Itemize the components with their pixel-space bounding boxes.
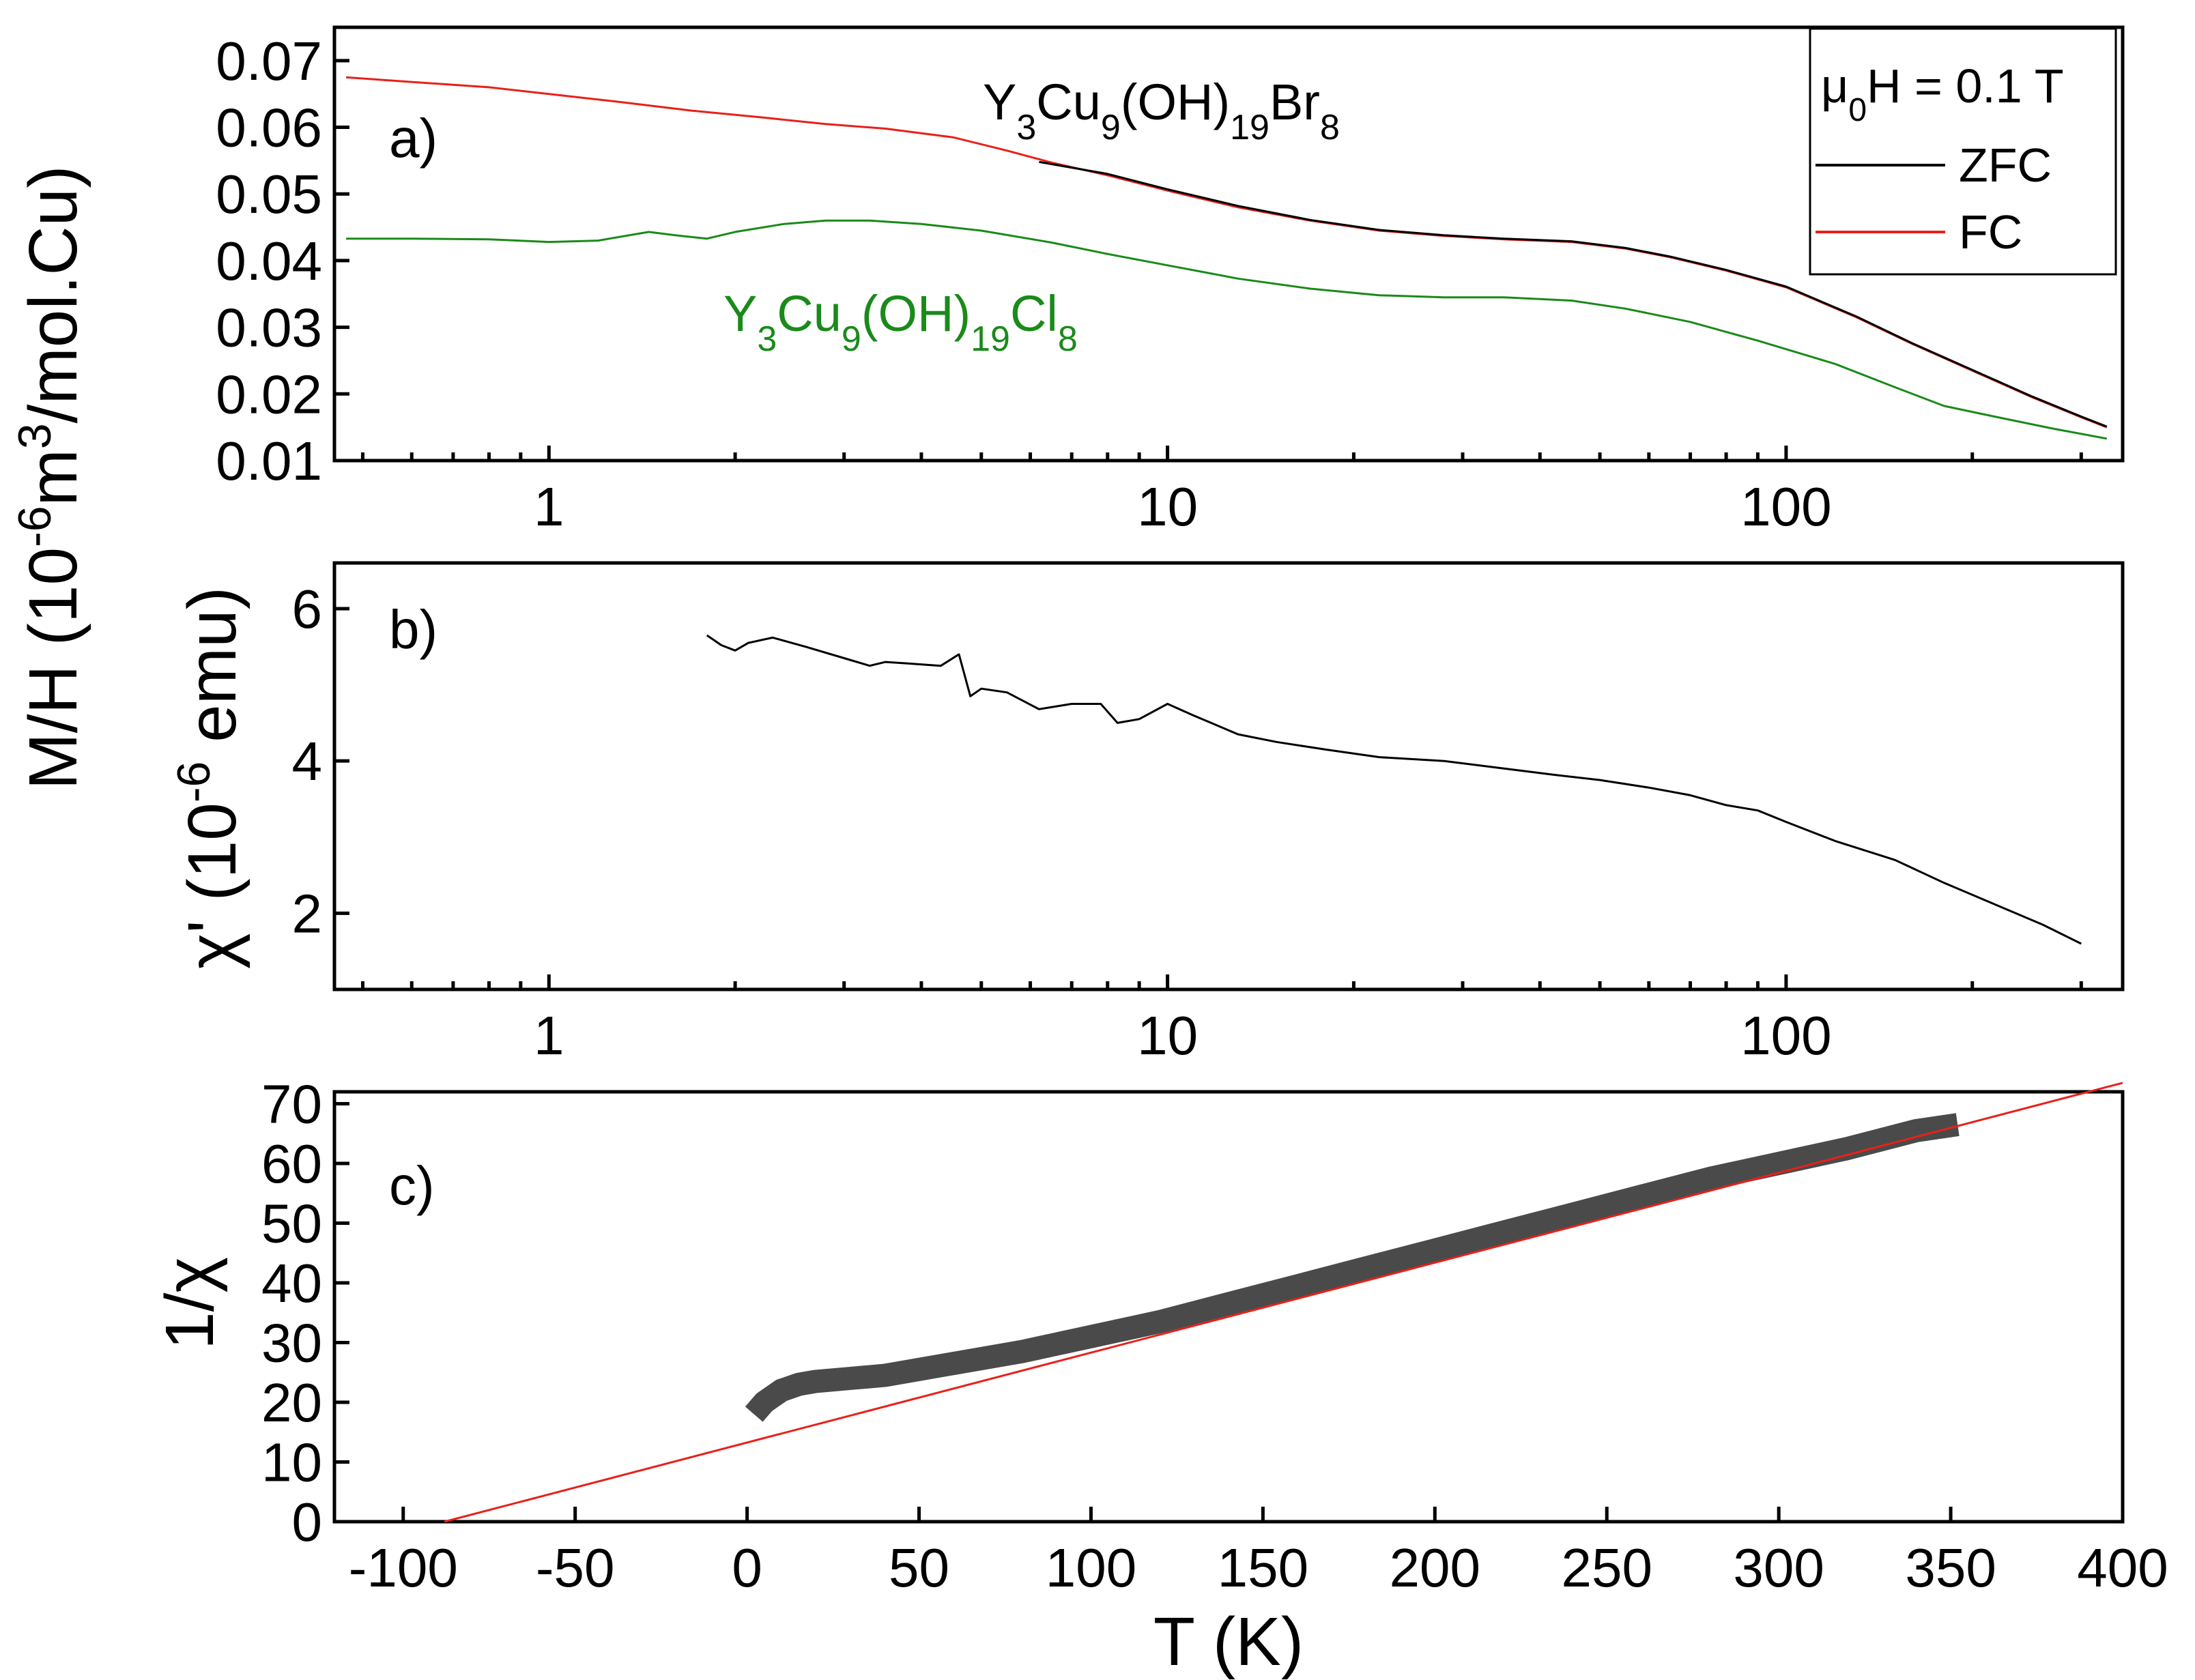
legend-fc-label: FC [1959,205,2022,259]
panel-b-susceptibility: 1 10 100 2 4 6 b) [292,561,2125,1066]
y-tick-label: 30 [261,1313,322,1374]
y-tick-label: 0 [292,1492,323,1552]
y-tick-label: 50 [261,1193,322,1254]
y-tick-label: 0.05 [216,164,322,225]
x-tick-label: 200 [1390,1537,1480,1598]
x-tick-label: 150 [1218,1537,1308,1598]
x-tick-label: -100 [349,1537,458,1598]
y-tick-label: 0.03 [216,298,322,358]
y-tick-label: 0.01 [216,431,322,491]
x-tick-label: 50 [889,1537,949,1598]
legend: μ0H = 0.1 T ZFC FC [1809,27,2117,276]
y3cu9-oh-19cl8-series [346,219,2108,440]
panel-c-inverse-susceptibility: -100 -50 0 50 100 150 200 250 300 350 400 01020304… [261,1074,2168,1599]
x-tick-label: 0 [732,1537,762,1598]
panel-c-x-ticks: -100 -50 0 50 100 150 200 250 300 350 400 [349,1507,2168,1598]
y-tick-label: 40 [261,1253,322,1314]
panel-c-frame [332,1090,2125,1524]
panel-a-y-ticks: 0.01 0.020.03 0.040.050.06 0.07 [216,31,349,491]
curie-weiss-fit-series [444,1082,2123,1523]
panel-c-label: c) [389,1155,435,1216]
annotation-cl-compound: Y3Cu9(OH)19Cl8 [723,285,1078,359]
y-tick-label: 4 [292,731,323,792]
y-axis-title-inverse-chi: 1/χ [152,1257,228,1350]
y-tick-label: 6 [292,579,323,639]
panel-a-x-ticks: 1 10 100 [360,446,2083,537]
x-tick-label: 350 [1905,1537,1996,1598]
--series [706,634,2082,945]
x-axis-title-temperature: T (K) [1153,1604,1304,1680]
y-tick-label: 2 [292,883,323,944]
y-axis-title-magnetization: M/H (10-6m3/mol.Cu) [9,165,91,790]
panel-b-y-ticks: 2 4 6 [292,579,349,944]
y-tick-label: 70 [261,1074,322,1135]
y-axis-title-chi-prime: χ' (10-6 emu) [168,587,250,969]
annotation-br-compound: Y3Cu9(OH)19Br8 [983,74,1340,147]
x-tick-label: 250 [1561,1537,1652,1598]
x-tick-label: 400 [2077,1537,2168,1598]
x-tick-label: 100 [1740,476,1831,537]
legend-zfc-label: ZFC [1959,139,2052,192]
x-tick-label: 300 [1733,1537,1824,1598]
x-tick-label: 10 [1137,1005,1198,1066]
panel-c-series [444,1082,2123,1523]
x-tick-label: 100 [1740,1005,1831,1066]
x-tick-label: 100 [1046,1537,1136,1598]
panel-b-series [706,634,2082,945]
x-tick-label: 10 [1137,476,1198,537]
y-tick-label: 20 [261,1372,322,1433]
panel-b-frame [332,561,2125,991]
x-tick-label: 1 [534,1005,564,1066]
panel-a-magnetization: 1 10 100 0.01 0.020.03 0.040.050.06 0.07 a) Y… [216,25,2125,537]
inverse-chi-data-series [745,1113,1960,1422]
panel-a-series [345,76,2108,440]
x-tick-label: -50 [536,1537,615,1598]
x-tick-label: 1 [534,476,564,537]
y-tick-label: 0.07 [216,31,322,91]
y-tick-label: 0.02 [216,364,322,424]
panel-a-label: a) [389,108,437,169]
panel-a-frame [332,25,2125,463]
panel-b-x-ticks: 1 10 100 [360,974,2083,1066]
panel-b-label: b) [389,599,437,660]
y-tick-label: 0.04 [216,231,322,291]
y-tick-label: 60 [261,1133,322,1194]
zfc-series [1039,160,2108,428]
y-tick-label: 0.06 [216,98,322,158]
y-tick-label: 10 [261,1432,322,1493]
